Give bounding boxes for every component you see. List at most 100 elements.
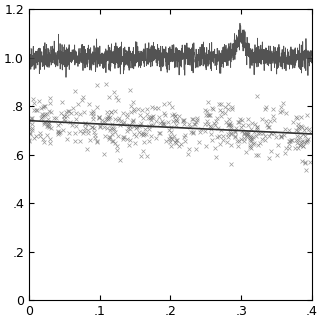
Point	[46, 121, 52, 126]
Point	[107, 114, 112, 119]
Point	[130, 99, 136, 105]
Point	[283, 150, 288, 156]
Point	[236, 119, 241, 125]
Point	[287, 138, 292, 144]
Point	[290, 119, 296, 125]
Point	[162, 112, 167, 117]
Point	[209, 106, 214, 111]
Point	[227, 127, 232, 132]
Point	[156, 115, 161, 120]
Point	[265, 123, 270, 128]
Point	[170, 105, 175, 110]
Point	[174, 138, 179, 143]
Point	[27, 119, 32, 124]
Point	[100, 120, 105, 126]
Point	[269, 130, 274, 135]
Point	[142, 126, 147, 131]
Point	[185, 152, 191, 157]
Point	[101, 151, 107, 156]
Point	[58, 120, 63, 126]
Point	[283, 110, 289, 116]
Point	[251, 141, 256, 146]
Point	[228, 131, 233, 137]
Point	[45, 121, 51, 127]
Point	[82, 126, 87, 131]
Point	[148, 116, 153, 121]
Point	[220, 109, 225, 114]
Point	[86, 102, 91, 107]
Point	[104, 109, 109, 115]
Point	[103, 82, 108, 87]
Point	[95, 105, 100, 110]
Point	[228, 120, 233, 125]
Point	[128, 88, 133, 93]
Point	[87, 138, 92, 143]
Point	[37, 131, 43, 136]
Point	[194, 147, 199, 152]
Point	[190, 130, 195, 135]
Point	[106, 116, 111, 121]
Point	[72, 89, 77, 94]
Point	[41, 103, 46, 108]
Point	[111, 90, 116, 95]
Point	[140, 148, 146, 154]
Point	[243, 131, 248, 136]
Point	[125, 111, 130, 117]
Point	[217, 107, 222, 112]
Point	[225, 135, 231, 140]
Point	[136, 129, 141, 135]
Point	[69, 123, 74, 128]
Point	[124, 128, 129, 133]
Point	[55, 132, 61, 137]
Point	[301, 144, 306, 149]
Point	[102, 133, 107, 138]
Point	[293, 128, 298, 133]
Point	[105, 116, 110, 121]
Point	[183, 133, 188, 138]
Point	[106, 137, 111, 142]
Point	[281, 132, 287, 137]
Point	[255, 93, 260, 98]
Point	[96, 114, 101, 119]
Point	[112, 116, 117, 121]
Point	[259, 136, 264, 141]
Point	[206, 100, 211, 105]
Point	[233, 134, 238, 139]
Point	[93, 132, 98, 137]
Point	[219, 114, 224, 119]
Point	[295, 115, 300, 120]
Point	[26, 138, 32, 143]
Point	[152, 105, 157, 110]
Point	[97, 125, 102, 130]
Point	[154, 136, 159, 141]
Point	[302, 134, 307, 139]
Point	[234, 138, 239, 143]
Point	[55, 130, 60, 135]
Point	[95, 139, 100, 144]
Point	[159, 118, 165, 123]
Point	[215, 125, 220, 130]
Point	[60, 128, 65, 133]
Point	[180, 118, 185, 123]
Point	[96, 115, 101, 120]
Point	[203, 112, 208, 117]
Point	[262, 137, 267, 143]
Point	[66, 108, 71, 113]
Point	[244, 135, 250, 140]
Point	[160, 122, 165, 127]
Point	[232, 129, 238, 134]
Point	[47, 108, 52, 113]
Point	[220, 137, 225, 142]
Point	[92, 136, 97, 141]
Point	[190, 117, 195, 122]
Point	[64, 113, 69, 118]
Point	[128, 103, 133, 109]
Point	[203, 122, 208, 127]
Point	[135, 107, 140, 112]
Point	[83, 120, 88, 126]
Point	[211, 106, 216, 111]
Point	[169, 125, 174, 130]
Point	[228, 161, 233, 166]
Point	[226, 116, 232, 121]
Point	[303, 159, 308, 165]
